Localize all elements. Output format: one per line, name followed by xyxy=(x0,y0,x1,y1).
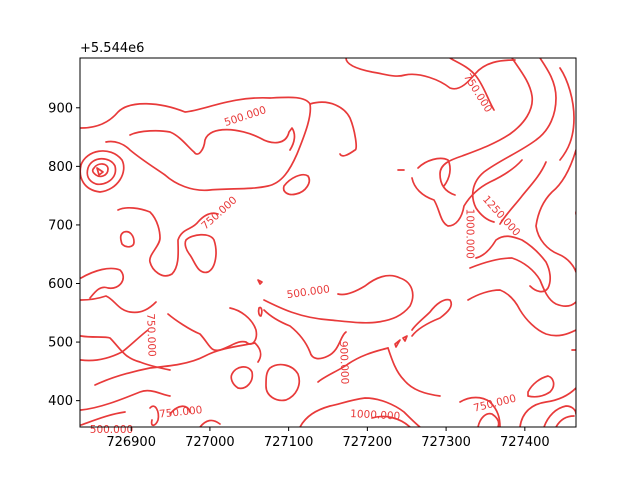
x-axis: 726900 727000 727100 727200 727300 727400 xyxy=(106,427,550,450)
y-tick-label: 500 xyxy=(48,336,73,351)
contour-line xyxy=(345,58,516,90)
contour-line xyxy=(439,58,534,196)
contour-line xyxy=(257,279,263,285)
contour-line xyxy=(80,389,171,411)
contour-line xyxy=(257,306,263,317)
y-axis: 400 500 600 700 800 900 xyxy=(48,101,80,409)
contour-label: 1000.000 xyxy=(464,209,476,259)
contour-lines xyxy=(80,58,576,427)
contour-line xyxy=(471,58,557,223)
y-tick-label: 600 xyxy=(48,277,73,292)
contour-line xyxy=(80,267,125,299)
y-offset-text: +5.544e6 xyxy=(80,41,144,56)
contour-line xyxy=(80,411,126,426)
contour-line xyxy=(475,235,552,293)
contour-line xyxy=(91,163,109,178)
contour-line xyxy=(80,96,312,192)
y-tick-label: 700 xyxy=(48,218,73,233)
contour-line xyxy=(402,335,408,342)
x-tick-label: 727200 xyxy=(343,435,393,450)
contour-line xyxy=(94,342,262,386)
contour-line xyxy=(411,298,453,337)
contour-line xyxy=(149,405,160,427)
contour-line xyxy=(282,173,311,196)
contour-line xyxy=(543,405,576,427)
contour-label: 900.000 xyxy=(337,341,351,385)
contour-line xyxy=(371,415,411,427)
contour-line xyxy=(184,233,217,274)
contour-line xyxy=(387,347,441,397)
y-tick-label: 900 xyxy=(48,101,73,116)
contour-line xyxy=(309,101,358,157)
contour-line xyxy=(199,419,221,427)
contour-line xyxy=(119,230,135,248)
contour-line xyxy=(469,257,576,308)
contour-line xyxy=(167,307,258,352)
contour-line xyxy=(317,347,389,383)
contour-label: 1250.000 xyxy=(480,194,522,239)
x-tick-label: 726900 xyxy=(106,435,156,450)
contour-line xyxy=(394,339,401,348)
contour-label: 750.000 xyxy=(472,392,517,414)
contour-line xyxy=(527,375,555,398)
x-tick-label: 727100 xyxy=(264,435,314,450)
contour-line xyxy=(169,405,191,415)
contour-line xyxy=(559,67,575,161)
contour-label: 500.000 xyxy=(223,104,268,129)
plot-frame xyxy=(79,57,577,428)
x-tick-label: 727000 xyxy=(185,435,235,450)
contour-line xyxy=(449,58,495,111)
contour-line xyxy=(499,161,547,225)
y-tick-label: 400 xyxy=(48,394,73,409)
contour-line xyxy=(129,127,296,155)
contour-line xyxy=(459,396,501,427)
contour-line xyxy=(80,295,157,314)
contour-line xyxy=(263,309,347,360)
contour-label: 500.000 xyxy=(286,283,331,301)
contour-line xyxy=(535,149,576,273)
contour-line xyxy=(477,412,500,427)
contour-line xyxy=(86,157,117,186)
contour-line xyxy=(263,274,414,324)
contour-line xyxy=(411,159,523,227)
contour-label: 750.000 xyxy=(159,404,203,420)
contour-line xyxy=(230,366,254,390)
contour-line xyxy=(80,329,149,362)
contour-line xyxy=(467,289,576,337)
contour-line xyxy=(80,150,125,193)
contour-line xyxy=(555,415,575,427)
y-tick-label: 800 xyxy=(48,160,73,175)
contour-line xyxy=(117,206,219,277)
x-tick-label: 727300 xyxy=(421,435,471,450)
x-tick-label: 727400 xyxy=(500,435,550,450)
contour-line xyxy=(417,157,451,187)
contour-label: 750.000 xyxy=(144,313,158,357)
contour-label: 750.000 xyxy=(199,194,239,232)
contour-labels: 500.000750.000500.000750.000750.000500.0… xyxy=(90,72,523,436)
contour-label: 1000.000 xyxy=(350,408,401,423)
contour-line xyxy=(519,387,576,427)
contour-line xyxy=(96,167,104,176)
contour-line xyxy=(265,363,301,402)
contour-line xyxy=(299,397,421,427)
